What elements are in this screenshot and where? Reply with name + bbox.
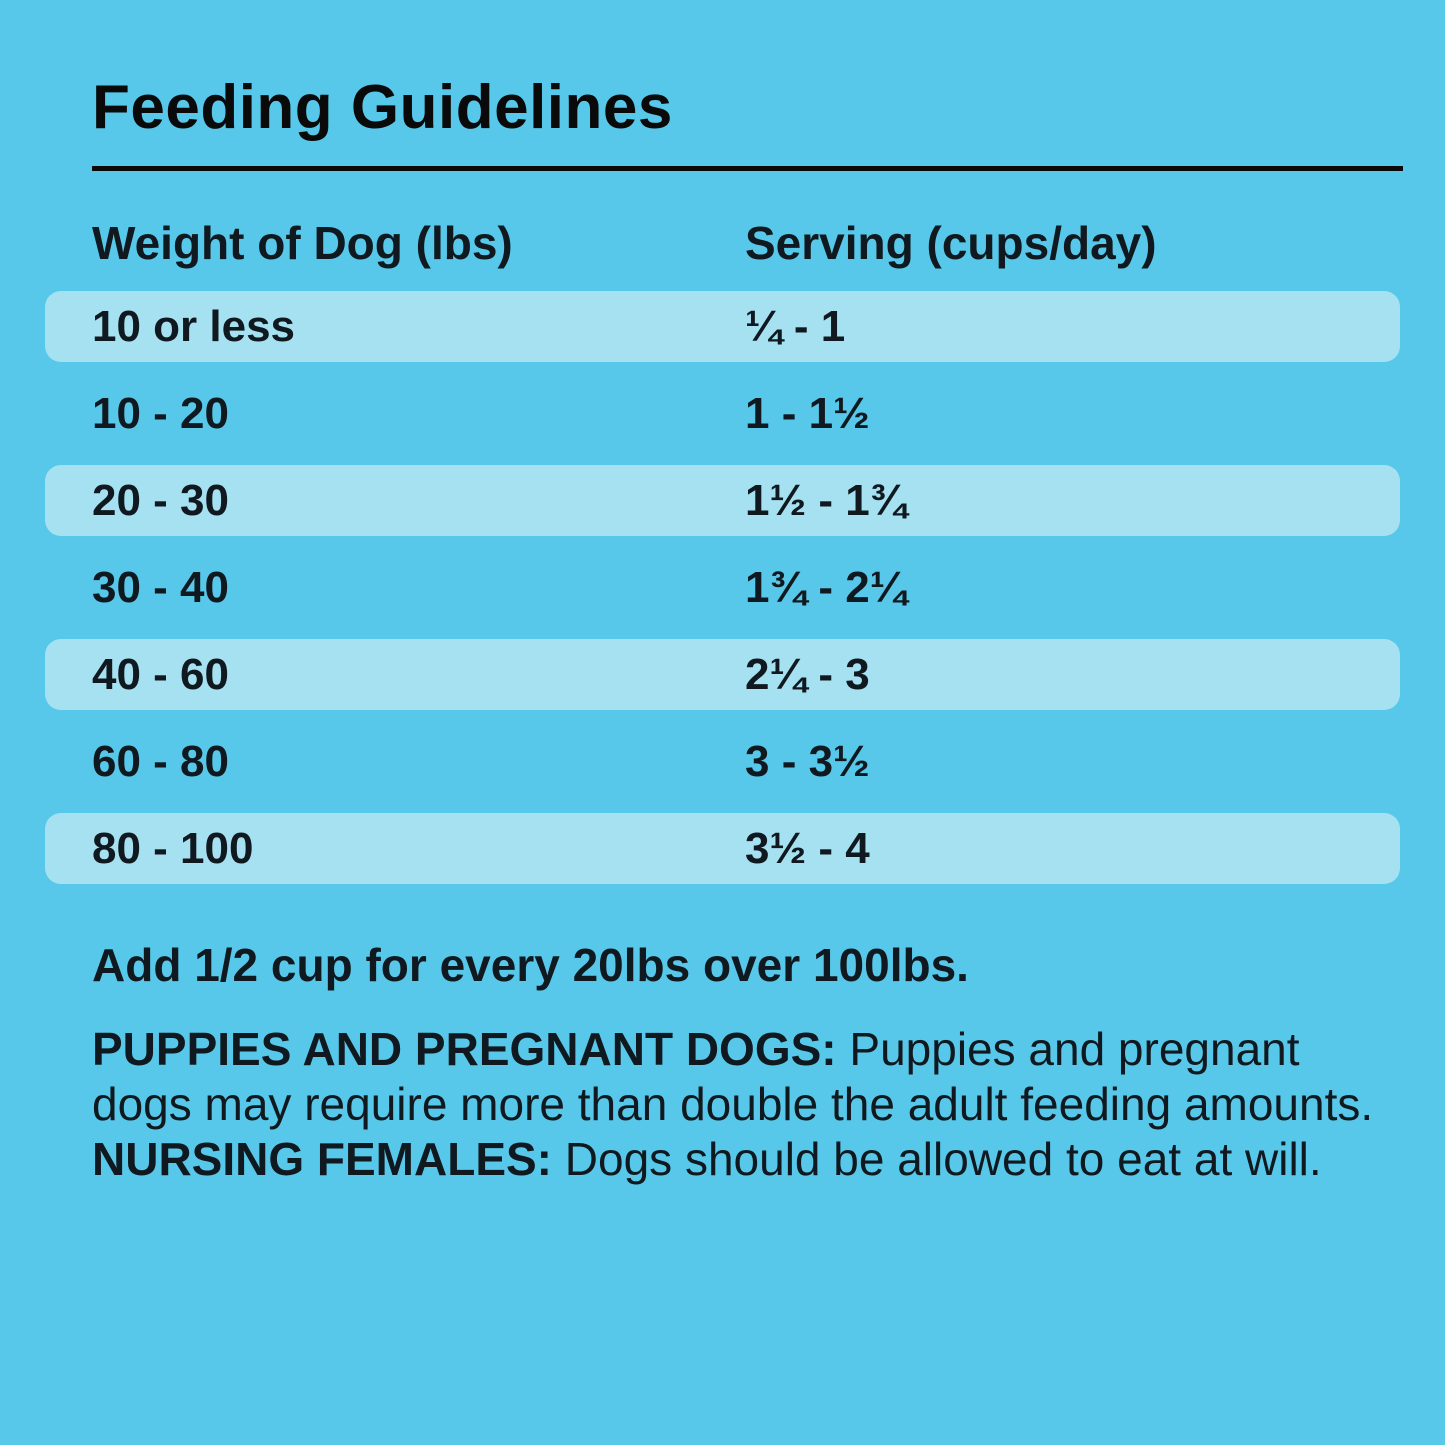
table-row: 10 - 20 1 - 1½ [45, 378, 1400, 449]
weight-cell: 30 - 40 [92, 562, 229, 612]
serving-cell: 2¼ - 3 [745, 649, 870, 699]
weight-cell: 60 - 80 [92, 736, 229, 786]
special-feeding-note: PUPPIES AND PREGNANT DOGS: Puppies and p… [92, 1022, 1382, 1187]
serving-cell: 3½ - 4 [745, 823, 870, 873]
over-100lbs-note: Add 1/2 cup for every 20lbs over 100lbs. [92, 939, 969, 991]
note-heading-segment: NURSING FEMALES: [92, 1133, 565, 1185]
serving-cell: ¼ - 1 [745, 301, 846, 351]
feeding-table: 10 or less ¼ - 1 10 - 20 1 - 1½ 20 - 30 1½ - … [45, 291, 1400, 900]
table-row: 40 - 60 2¼ - 3 [45, 639, 1400, 710]
table-row: 60 - 80 3 - 3½ [45, 726, 1400, 797]
table-row: 80 - 100 3½ - 4 [45, 813, 1400, 884]
title-underline [92, 166, 1403, 171]
table-row: 10 or less ¼ - 1 [45, 291, 1400, 362]
serving-cell: 1½ - 1¾ [745, 475, 907, 525]
weight-cell: 10 or less [92, 301, 296, 351]
serving-cell: 3 - 3½ [745, 736, 870, 786]
page-title: Feeding Guidelines [92, 73, 673, 142]
serving-cell: 1 - 1½ [745, 388, 870, 438]
note-text-segment: Puppies and pregnant dogs may require mo… [92, 1023, 1374, 1130]
weight-cell: 20 - 30 [92, 475, 229, 525]
weight-cell: 40 - 60 [92, 649, 229, 699]
serving-cell: 1¾ - 2¼ [745, 562, 907, 612]
note-heading-segment: PUPPIES AND PREGNANT DOGS: [92, 1023, 850, 1075]
weight-cell: 10 - 20 [92, 388, 229, 438]
note-text-segment: Dogs should be allowed to eat at will. [564, 1133, 1322, 1185]
column-header-serving: Serving (cups/day) [745, 217, 1157, 269]
table-row: 30 - 40 1¾ - 2¼ [45, 552, 1400, 623]
weight-cell: 80 - 100 [92, 823, 254, 873]
table-row: 20 - 30 1½ - 1¾ [45, 465, 1400, 536]
column-header-weight: Weight of Dog (lbs) [92, 217, 513, 269]
